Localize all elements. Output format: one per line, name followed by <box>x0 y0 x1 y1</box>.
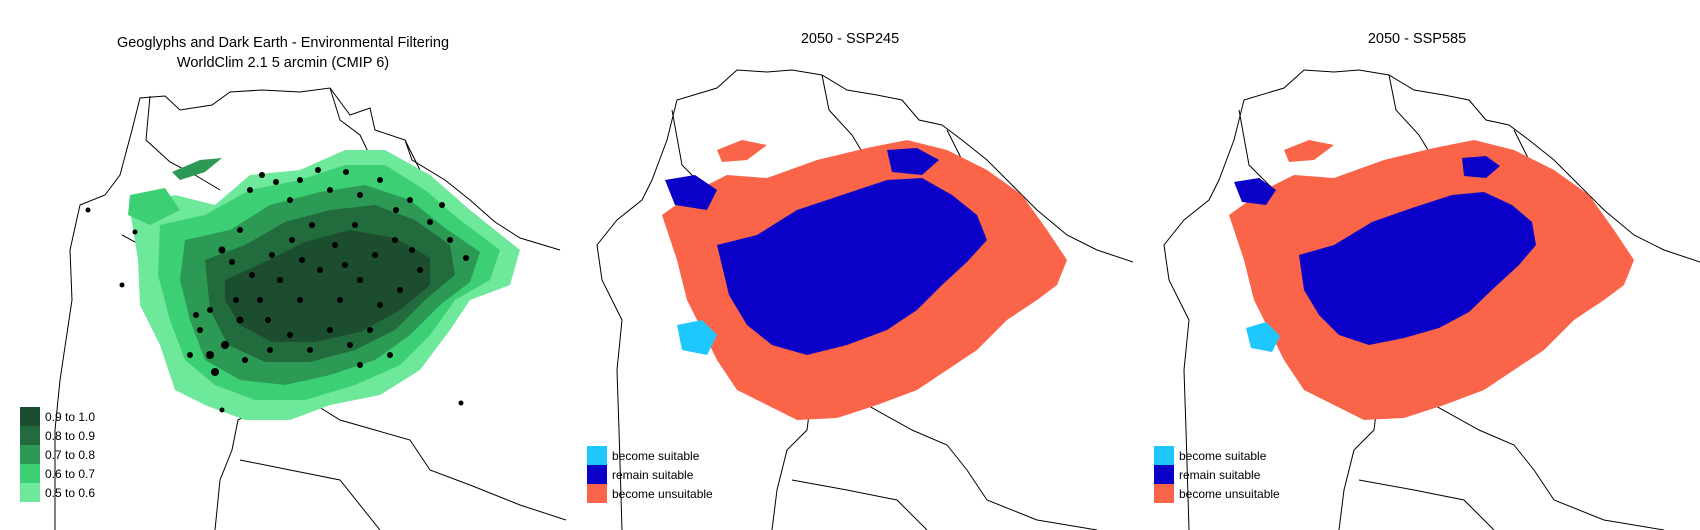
legend-label: become suitable <box>612 448 700 463</box>
map-title: 2050 - SSP245 <box>800 31 900 47</box>
legend-swatch <box>20 483 40 502</box>
legend-swatch <box>1154 484 1174 503</box>
legend-swatch <box>20 426 40 445</box>
legend-label: remain suitable <box>612 467 694 482</box>
legend-item: remain suitable <box>587 465 713 484</box>
country-borders <box>54 87 566 530</box>
legend-label: 0.5 to 0.6 <box>45 485 96 500</box>
legend-label: 0.8 to 0.9 <box>45 428 96 443</box>
legend-item: 0.5 to 0.6 <box>20 483 95 502</box>
ssp245-map-panel: 2050 - SSP245 become suitable <box>567 0 1133 530</box>
change-raster <box>1229 140 1634 420</box>
legend: 0.9 to 1.0 0.8 to 0.9 0.7 to 0.8 0.6 to … <box>20 407 95 502</box>
legend-label: 0.6 to 0.7 <box>45 466 96 481</box>
ssp585-map <box>1163 69 1700 530</box>
legend-label: become suitable <box>1179 448 1267 463</box>
legend-item: 0.7 to 0.8 <box>20 445 95 464</box>
legend-item: become unsuitable <box>587 484 713 503</box>
legend-swatch <box>1154 465 1174 484</box>
legend-swatch <box>587 446 607 465</box>
legend: become suitable remain suitable become u… <box>1154 446 1280 503</box>
legend-swatch <box>1154 446 1174 465</box>
legend-label: become unsuitable <box>612 486 713 501</box>
legend-label: 0.7 to 0.8 <box>45 447 96 462</box>
change-raster <box>662 140 1067 420</box>
legend-swatch <box>20 464 40 483</box>
legend-label: 0.9 to 1.0 <box>45 409 96 424</box>
legend: become suitable remain suitable become u… <box>587 446 713 503</box>
map-title: Geoglyphs and Dark Earth - Environmental… <box>116 35 450 51</box>
legend-item: become suitable <box>587 446 713 465</box>
occurrence-points <box>85 167 469 413</box>
legend-label: become unsuitable <box>1179 486 1280 501</box>
legend-swatch <box>20 445 40 464</box>
map-title: 2050 - SSP585 <box>1367 31 1467 47</box>
suitability-raster <box>128 150 520 420</box>
legend-item: become unsuitable <box>1154 484 1280 503</box>
legend-label: remain suitable <box>1179 467 1261 482</box>
legend-item: remain suitable <box>1154 465 1280 484</box>
ssp585-map-panel: 2050 - SSP585 become suitable <box>1134 0 1700 530</box>
legend-item: 0.9 to 1.0 <box>20 407 95 426</box>
suitability-map-panel: Geoglyphs and Dark Earth - Environmental… <box>0 0 566 530</box>
legend-item: become suitable <box>1154 446 1280 465</box>
ssp245-map <box>596 69 1133 530</box>
legend-item: 0.8 to 0.9 <box>20 426 95 445</box>
legend-swatch <box>587 484 607 503</box>
suitability-map <box>54 87 566 530</box>
map-subtitle: WorldClim 2.1 5 arcmin (CMIP 6) <box>176 55 390 71</box>
legend-item: 0.6 to 0.7 <box>20 464 95 483</box>
legend-swatch <box>587 465 607 484</box>
legend-swatch <box>20 407 40 426</box>
